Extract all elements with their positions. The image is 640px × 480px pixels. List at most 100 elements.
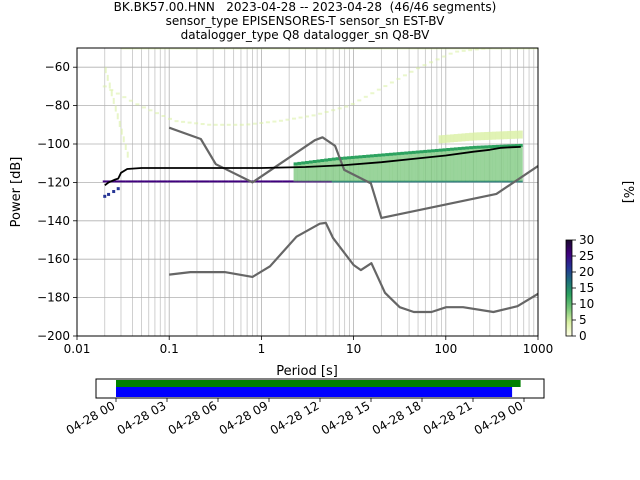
- pdf-cell: [480, 147, 485, 182]
- pdf-cell: [154, 112, 159, 115]
- pdf-cell: [472, 145, 477, 149]
- pdf-cell: [465, 148, 470, 182]
- pdf-cell: [112, 97, 115, 104]
- pdf-cell: [480, 145, 485, 149]
- pdf-cell: [457, 133, 462, 142]
- y-tick-label: −120: [37, 175, 70, 189]
- colorbar-tick-label: 25: [579, 249, 594, 263]
- pdf-cell: [377, 155, 382, 182]
- pdf-cell: [404, 153, 409, 182]
- pdf-cell: [350, 102, 355, 105]
- pdf-cell: [308, 162, 313, 182]
- pdf-cell: [137, 180, 142, 183]
- pdf-cell: [278, 180, 283, 183]
- pdf-cell: [392, 152, 397, 156]
- pdf-cell: [274, 180, 279, 183]
- pdf-cell: [518, 145, 523, 182]
- pdf-cell: [255, 180, 260, 183]
- pdf-cell: [102, 180, 107, 183]
- timeline-green-bar: [116, 380, 521, 387]
- pdf-cell: [396, 152, 401, 156]
- pdf-cell: [200, 123, 205, 126]
- pdf-cell: [297, 161, 302, 165]
- pdf-cell: [507, 131, 512, 140]
- x-tick-label: 10: [346, 342, 361, 356]
- pdf-cell: [344, 105, 349, 108]
- pdf-cell: [228, 180, 233, 183]
- pdf-cell: [305, 162, 310, 182]
- plot-background: [77, 48, 538, 336]
- pdf-cell: [457, 147, 462, 151]
- pdf-cell: [116, 113, 119, 120]
- y-tick-label: −80: [45, 99, 70, 113]
- colorbar-bar: [565, 239, 573, 337]
- pdf-cell: [194, 122, 199, 125]
- pdf-cell: [408, 180, 413, 183]
- pdf-cell: [408, 151, 413, 155]
- pdf-cell: [103, 194, 107, 198]
- pdf-cell: [499, 144, 504, 148]
- y-tick-label: −60: [45, 60, 70, 74]
- pdf-cell: [381, 155, 386, 182]
- pdf-cell: [118, 120, 121, 127]
- colorbar-tick-label: 10: [579, 297, 594, 311]
- pdf-cell: [450, 149, 455, 182]
- pdf-cell: [163, 180, 168, 183]
- pdf-cell: [293, 164, 298, 182]
- pdf-cell: [472, 147, 477, 182]
- pdf-cell: [434, 148, 439, 152]
- timeline-tick-label: 04-28 21: [421, 398, 475, 437]
- y-tick-label: −160: [37, 252, 70, 266]
- pdf-cell: [233, 123, 238, 126]
- pdf-cell: [446, 134, 451, 143]
- x-tick-label: 0.1: [160, 342, 179, 356]
- pdf-cell: [175, 180, 180, 183]
- pdf-cell: [423, 149, 428, 153]
- pdf-cell: [301, 161, 306, 165]
- pdf-cell: [411, 150, 416, 154]
- pdf-cell: [369, 154, 374, 158]
- pdf-cell: [461, 148, 466, 182]
- pdf-cell: [272, 120, 277, 123]
- pdf-cell: [120, 128, 123, 135]
- pdf-cell: [126, 151, 129, 158]
- pdf-cell: [488, 131, 493, 140]
- pdf-cell: [376, 88, 381, 91]
- pdf-cell: [335, 157, 340, 161]
- grid: [77, 48, 538, 337]
- pdf-cell: [389, 81, 394, 84]
- pdf-cell: [373, 156, 378, 182]
- pdf-cell: [381, 153, 386, 157]
- pdf-cell: [318, 112, 323, 115]
- pdf-cell: [128, 99, 133, 102]
- timeline-blue-bar: [116, 387, 513, 397]
- plot-area: 0.01 0.1 1 10 100 1000 −60 −80 −100 −120 −140 −160…: [9, 47, 553, 379]
- pdf-cell: [335, 159, 340, 182]
- pdf-cell: [468, 49, 473, 52]
- pdf-cell: [507, 144, 512, 148]
- pdf-cell: [148, 109, 153, 112]
- pdf-cell: [518, 143, 523, 147]
- pdf-cell: [465, 146, 470, 150]
- pdf-cell: [190, 180, 195, 183]
- pdf-cell: [503, 146, 508, 182]
- pdf-cell: [278, 119, 283, 122]
- pdf-cell: [430, 149, 435, 153]
- pdf-cell: [453, 149, 458, 182]
- pdf-cell: [388, 154, 393, 182]
- pdf-cell: [112, 190, 116, 194]
- pdf-cell: [327, 160, 332, 182]
- pdf-cell: [453, 147, 458, 151]
- pdf-cell: [448, 52, 453, 55]
- chart-title-line-1: BK.BK57.00.HNN 2023-04-28 -- 2023-04-28 …: [113, 0, 497, 14]
- pdf-cell: [409, 70, 414, 73]
- pdf-cell: [141, 106, 146, 109]
- colorbar-tick-label: 5: [579, 313, 587, 327]
- pdf-cell: [320, 161, 325, 182]
- pdf-cell: [121, 180, 126, 183]
- pdf-cell: [369, 156, 374, 182]
- pdf-cell: [285, 180, 290, 183]
- x-tick-label: 1000: [523, 342, 554, 356]
- pdf-cell: [362, 154, 367, 158]
